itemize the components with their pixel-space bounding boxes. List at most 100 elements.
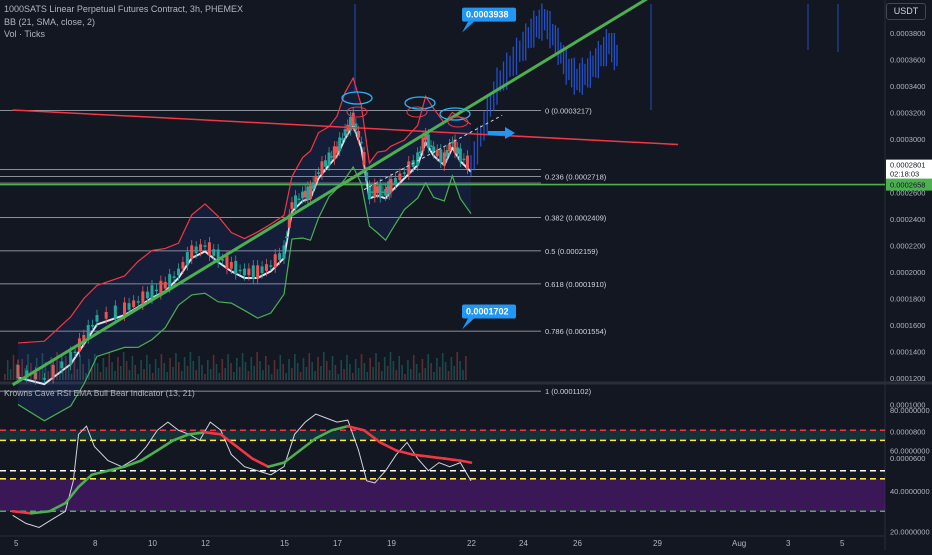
volume-bar bbox=[395, 370, 398, 380]
time-tick-label: 3 bbox=[786, 539, 791, 548]
rsi-indicator-title: Krowns Cave RSI EMA Bull Bear Indicator … bbox=[4, 388, 195, 398]
volume-bar bbox=[273, 360, 276, 380]
candle-body bbox=[123, 302, 126, 316]
highlight-ellipse-red[interactable] bbox=[346, 106, 368, 118]
price-tick-label: 0.0001600 bbox=[890, 321, 925, 330]
candle-body bbox=[314, 175, 318, 183]
volume-bar bbox=[93, 354, 96, 380]
candle-body bbox=[448, 144, 452, 151]
rsi-ema-segment bbox=[427, 455, 446, 460]
rsi-ema-segment bbox=[282, 449, 302, 464]
price-callout-pointer bbox=[462, 21, 474, 33]
volume-bar bbox=[421, 359, 424, 380]
price-tick-label: 0.0003600 bbox=[890, 56, 925, 65]
price-callout-label: 0.0003938 bbox=[466, 10, 509, 20]
candle-body bbox=[367, 185, 371, 199]
countdown-label: 02:18:03 bbox=[890, 170, 919, 179]
time-tick-label: 29 bbox=[653, 539, 662, 548]
trendline-support[interactable] bbox=[11, 0, 678, 387]
rsi-ema-segment bbox=[90, 469, 110, 477]
candle-body bbox=[327, 152, 331, 166]
volume-bar bbox=[291, 368, 293, 380]
volume-bar bbox=[337, 374, 340, 380]
rsi-ema-segment bbox=[395, 449, 414, 456]
volume-bar bbox=[76, 369, 79, 380]
currency-button[interactable]: USDT bbox=[886, 3, 926, 20]
candle-body bbox=[150, 285, 154, 299]
volume-bar bbox=[189, 352, 192, 380]
candle-body bbox=[376, 186, 379, 193]
volume-bar bbox=[459, 361, 461, 380]
price-callout-label: 0.0001702 bbox=[466, 307, 509, 317]
fib-level-label: 0 (0.0003217) bbox=[545, 106, 592, 115]
candle-body bbox=[216, 249, 220, 263]
trendline-resistance[interactable] bbox=[12, 109, 679, 146]
volume-bar bbox=[241, 353, 244, 380]
candle-body bbox=[349, 117, 352, 131]
time-tick-label: Aug bbox=[732, 539, 746, 548]
volume-bar bbox=[30, 363, 32, 380]
volume-bar bbox=[15, 364, 18, 380]
volume-bar bbox=[372, 367, 374, 380]
volume-bar bbox=[117, 357, 119, 380]
volume-bar bbox=[169, 358, 171, 380]
volume-bar bbox=[436, 358, 438, 380]
volume-bar bbox=[122, 352, 125, 380]
volume-bar bbox=[233, 372, 235, 380]
fib-level-label: 0.236 (0.0002718) bbox=[545, 173, 607, 182]
highlight-ellipse-red[interactable] bbox=[406, 106, 428, 118]
candle-body bbox=[332, 146, 336, 160]
price-tick-label: 0.0002200 bbox=[890, 241, 925, 250]
volume-bar bbox=[427, 354, 429, 380]
volume-bar bbox=[314, 371, 316, 380]
volume-bar bbox=[172, 367, 174, 380]
candle-body bbox=[273, 254, 277, 268]
volume-bar bbox=[160, 354, 163, 380]
volume-bar bbox=[178, 362, 180, 380]
candle-body bbox=[260, 266, 264, 274]
rsi-tick-label: 40.0000000 bbox=[890, 487, 930, 496]
candle-body bbox=[282, 245, 286, 259]
fib-level-label: 0.382 (0.0002409) bbox=[545, 214, 607, 223]
candle-body bbox=[442, 152, 446, 166]
volume-bar bbox=[381, 371, 383, 380]
direction-arrow[interactable] bbox=[488, 127, 515, 139]
volume-bar bbox=[111, 362, 113, 380]
highlight-ellipse-red[interactable] bbox=[447, 116, 469, 128]
dashed-channel-line[interactable] bbox=[363, 114, 503, 191]
highlight-ellipse[interactable] bbox=[404, 96, 436, 110]
volume-bar bbox=[149, 364, 151, 380]
volume-bar bbox=[308, 353, 311, 380]
volume-bar bbox=[128, 370, 131, 380]
price-callout-box[interactable] bbox=[462, 304, 516, 319]
candle-body bbox=[177, 268, 180, 276]
rsi-ema-segment bbox=[106, 465, 126, 473]
volume-bar bbox=[462, 370, 464, 380]
candle-body bbox=[346, 124, 350, 132]
time-tick-label: 22 bbox=[467, 539, 476, 548]
volume-bar bbox=[114, 371, 116, 380]
candle-body bbox=[225, 255, 229, 269]
volume-bar bbox=[6, 360, 9, 380]
volume-bar bbox=[296, 363, 299, 380]
candle-body bbox=[338, 137, 342, 151]
candle-body bbox=[132, 300, 136, 308]
volume-bar bbox=[302, 358, 305, 380]
price-callout-box[interactable] bbox=[462, 7, 516, 22]
rsi-ema-segment bbox=[378, 441, 398, 452]
highlight-ellipse[interactable] bbox=[439, 107, 471, 121]
rsi-ema-segment bbox=[346, 424, 366, 432]
volume-bar bbox=[433, 372, 435, 380]
candle-body bbox=[145, 291, 149, 299]
candle-body bbox=[104, 311, 108, 319]
volume-bar bbox=[366, 372, 369, 380]
time-tick-label: 10 bbox=[148, 539, 157, 548]
volume-bar bbox=[407, 360, 409, 380]
volume-bar bbox=[134, 365, 137, 380]
volume-bar bbox=[331, 356, 334, 380]
highlight-ellipse[interactable] bbox=[341, 91, 373, 105]
volume-bar bbox=[424, 368, 427, 380]
price-tick-label: 0.0000800 bbox=[890, 427, 925, 436]
